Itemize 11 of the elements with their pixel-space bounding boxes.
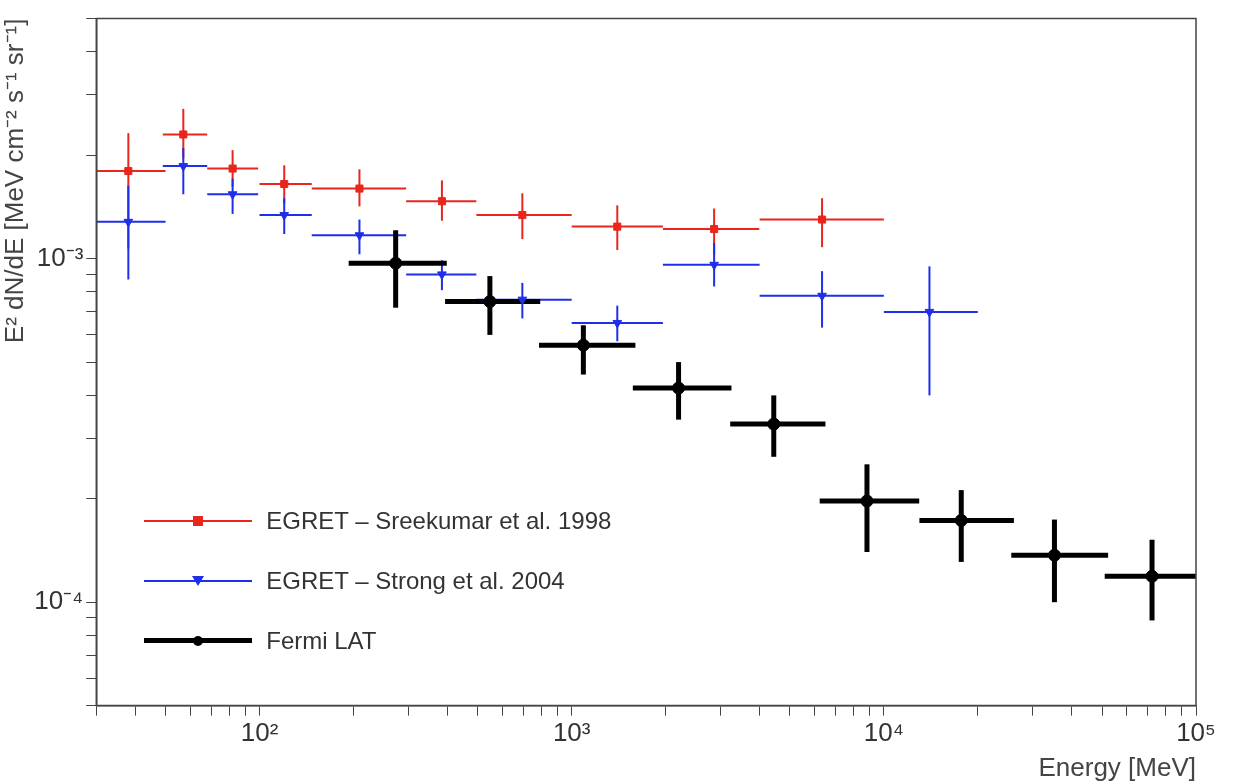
x-axis-title: Energy [MeV]	[1038, 751, 1196, 782]
x-tick-label: 10²	[240, 717, 279, 748]
x-tick-label: 10⁵	[1176, 717, 1216, 748]
x-tick-label: 10³	[552, 717, 591, 748]
legend-label: EGRET – Strong et al. 2004	[266, 566, 565, 595]
legend-label: Fermi LAT	[266, 626, 377, 655]
y-tick-label: 10⁻⁴	[34, 585, 84, 616]
y-tick-label: 10⁻³	[36, 241, 84, 272]
y-axis-title: E² dN/dE [MeV cm⁻² s⁻¹ sr⁻¹]	[0, 18, 29, 344]
x-tick-label: 10⁴	[863, 717, 904, 748]
legend-label: EGRET – Sreekumar et al. 1998	[266, 506, 612, 535]
